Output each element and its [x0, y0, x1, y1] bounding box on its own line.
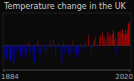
title: Temperature change in the UK	[3, 2, 127, 11]
bar	[16, 46, 18, 53]
bar	[41, 46, 43, 48]
bar	[91, 46, 93, 47]
bar	[91, 46, 93, 58]
bar	[9, 46, 11, 61]
x-axis	[3, 70, 131, 71]
plot-frame	[3, 13, 131, 70]
bar	[9, 46, 11, 60]
bar	[78, 46, 80, 54]
bar	[110, 34, 112, 46]
bar	[10, 46, 12, 61]
bar	[11, 46, 13, 55]
bar	[44, 46, 46, 60]
bar	[22, 46, 24, 53]
bar	[58, 44, 60, 46]
bar	[57, 46, 59, 47]
bar	[73, 46, 75, 51]
bar	[13, 46, 15, 63]
bar	[37, 41, 39, 46]
bar	[24, 46, 26, 57]
bar	[85, 41, 87, 45]
bar	[88, 35, 90, 45]
bar	[128, 22, 130, 45]
bar	[123, 33, 125, 46]
bar	[6, 46, 8, 60]
bar	[51, 46, 53, 51]
x-tick	[129, 70, 130, 72]
bar	[100, 36, 102, 46]
bar	[71, 46, 73, 52]
bar	[35, 44, 37, 46]
bars	[4, 22, 130, 63]
bar	[65, 46, 67, 49]
x-tick	[3, 70, 4, 72]
bar	[86, 45, 88, 46]
bar	[102, 33, 104, 46]
bar	[95, 43, 97, 45]
bar	[40, 46, 42, 55]
bar	[69, 46, 71, 55]
chart: 1884 2020 Temperature change in the UK	[0, 0, 134, 81]
bar	[46, 46, 48, 53]
bar	[79, 46, 81, 52]
bar	[82, 46, 84, 49]
bar	[94, 36, 96, 45]
bar	[28, 42, 30, 46]
bar	[66, 46, 68, 48]
bar	[43, 46, 45, 49]
bar	[97, 45, 99, 46]
bar	[56, 46, 58, 49]
bar	[20, 46, 22, 58]
bar	[55, 46, 57, 59]
bar	[26, 46, 28, 58]
bar	[68, 46, 70, 55]
bar	[39, 46, 41, 55]
bar	[118, 32, 120, 46]
bar	[109, 35, 111, 46]
bar	[21, 46, 23, 53]
bar	[30, 46, 32, 53]
bar	[76, 46, 78, 58]
bar	[53, 40, 55, 46]
bar	[21, 46, 23, 55]
bar	[96, 46, 98, 50]
bar	[64, 46, 66, 54]
bar	[63, 42, 65, 46]
bar	[62, 46, 64, 49]
bar	[104, 39, 106, 46]
bar	[5, 46, 7, 60]
bar	[72, 41, 74, 46]
bar	[29, 46, 31, 54]
bar	[61, 46, 63, 63]
bar	[107, 31, 109, 45]
bar	[3, 46, 5, 56]
bar	[119, 31, 121, 45]
x-tick-label: 1884	[1, 73, 19, 81]
bar	[114, 37, 116, 45]
bar	[56, 44, 58, 46]
bar	[125, 30, 127, 46]
bar	[7, 46, 9, 54]
bar	[122, 29, 124, 45]
bar	[81, 46, 83, 52]
bar	[49, 41, 51, 46]
bar	[115, 46, 117, 54]
bar	[47, 46, 49, 47]
bar	[113, 30, 115, 46]
bar	[27, 46, 29, 47]
bar	[34, 46, 36, 52]
bar	[79, 44, 81, 46]
bar	[67, 46, 69, 54]
bar	[117, 32, 119, 46]
x-tick-label: 2020	[115, 73, 133, 81]
background	[0, 0, 134, 81]
bar	[33, 46, 35, 62]
bar	[103, 37, 105, 45]
bar	[84, 46, 86, 48]
